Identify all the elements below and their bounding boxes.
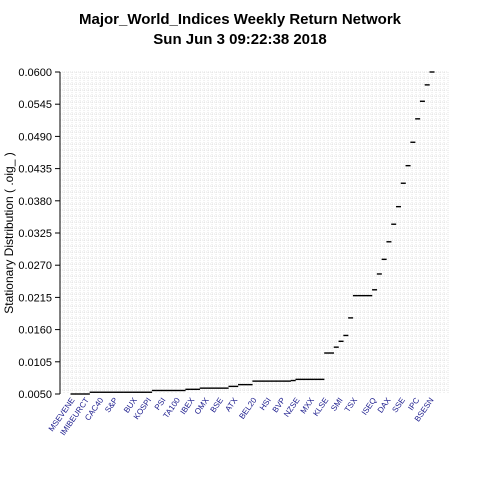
node-label: BSE — [208, 396, 225, 414]
y-tick-label: 0.0380 — [18, 196, 52, 208]
node-label: BEL20 — [237, 396, 258, 421]
node-label: TSX — [343, 395, 360, 413]
data-points — [70, 71, 435, 395]
y-tick-label: 0.0160 — [18, 325, 52, 337]
y-tick-label: 0.0050 — [18, 389, 52, 401]
grid — [59, 71, 449, 394]
node-label: NZSE — [282, 396, 302, 419]
y-tick-label: 0.0545 — [18, 99, 52, 111]
chart-title: Major_World_Indices Weekly Return Networ… — [78, 11, 402, 28]
y-tick-label: 0.0270 — [18, 260, 52, 272]
node-label: ATX — [223, 395, 239, 413]
y-tick-label: 0.0325 — [18, 228, 52, 240]
node-label: ISEQ — [360, 396, 378, 417]
node-label: OMX — [193, 395, 211, 416]
y-ticks: 0.0600 0.0545 0.0490 0.0435 0.0380 0.0325 0.02… — [18, 67, 60, 401]
node-label: KLSE — [311, 396, 330, 418]
y-tick-label: 0.0105 — [18, 357, 52, 369]
y-tick-label: 0.0600 — [18, 67, 52, 79]
node-label: DAX — [376, 395, 393, 414]
y-axis-label: Stationary Distribution ( .oig_ ) — [2, 152, 16, 313]
y-tick-label: 0.0215 — [18, 292, 52, 304]
node-label: IBEX — [178, 395, 196, 416]
chart-subtitle: Sun Jun 3 09:22:38 2018 — [153, 31, 327, 48]
node-label: SSE — [390, 396, 407, 414]
node-label: S&P — [103, 396, 120, 414]
y-tick-label: 0.0435 — [18, 164, 52, 176]
node-label: SMI — [329, 396, 345, 413]
y-tick-label: 0.0490 — [18, 131, 52, 143]
